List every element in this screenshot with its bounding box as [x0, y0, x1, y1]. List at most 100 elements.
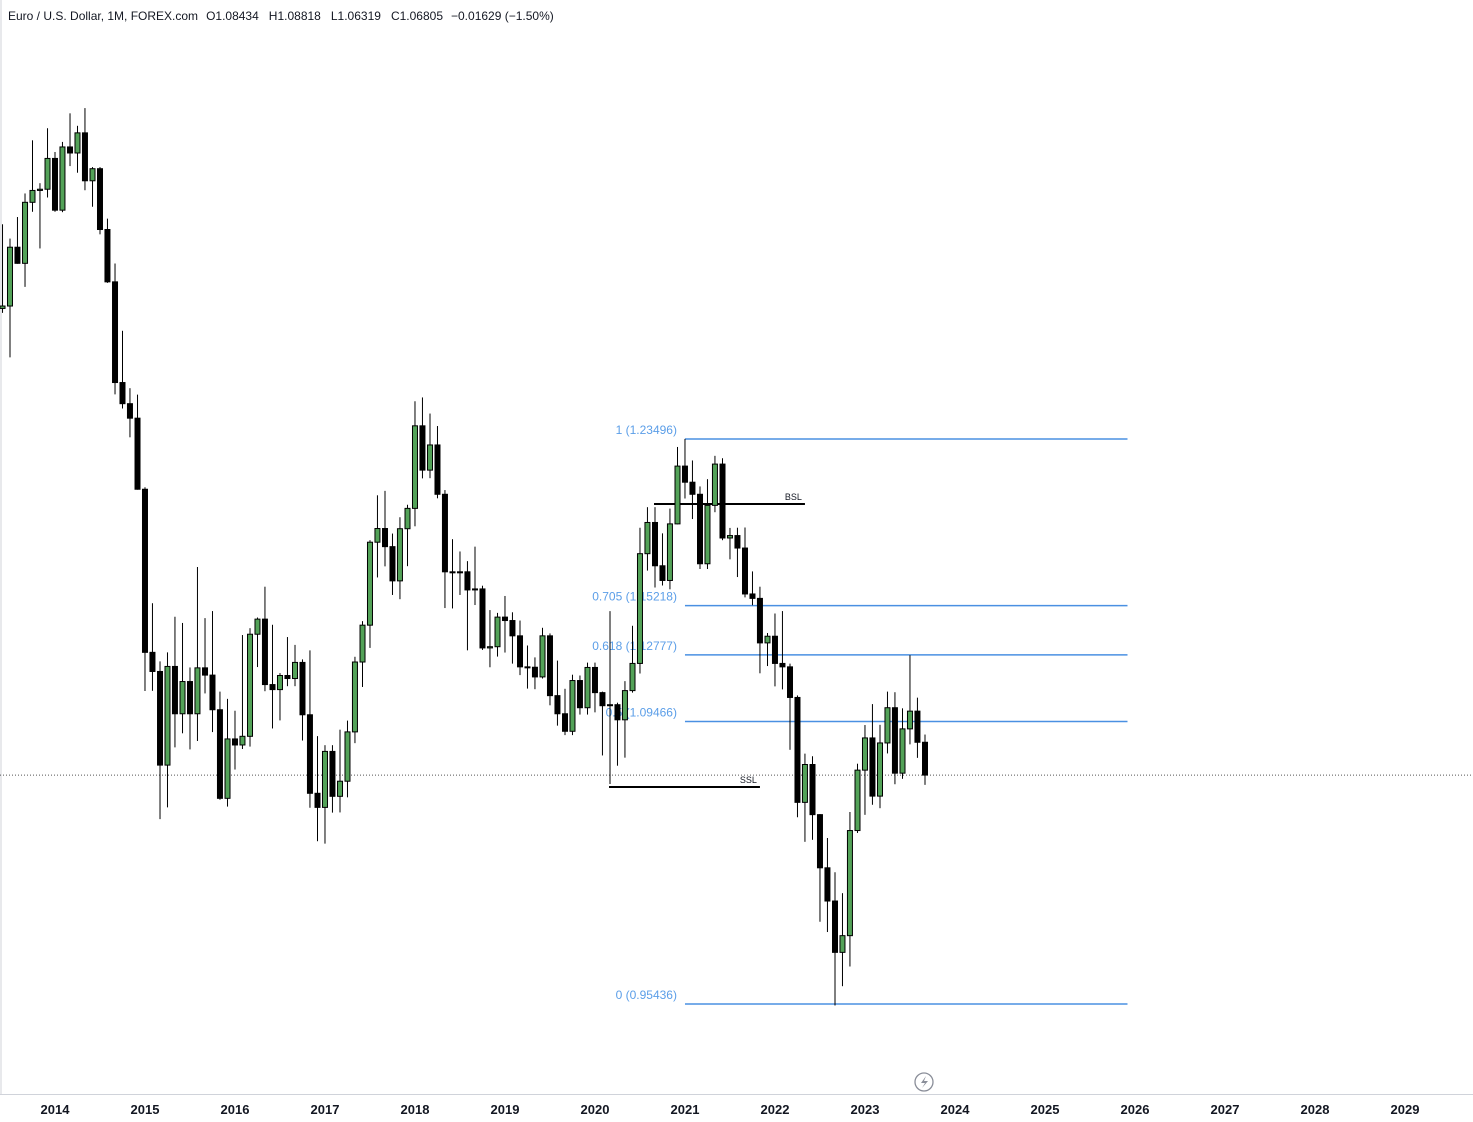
candle-body	[464, 571, 471, 591]
candle-body	[877, 742, 884, 797]
candle-body	[231, 738, 238, 746]
candle-body	[149, 651, 156, 672]
candle-body	[591, 666, 598, 694]
x-tick-label: 2025	[1031, 1102, 1060, 1117]
ohlc-label: L	[331, 9, 338, 23]
candle-body	[576, 680, 583, 709]
candle-body	[374, 528, 381, 543]
candle-body	[501, 616, 508, 622]
candle-body	[6, 246, 13, 307]
candle-body	[824, 867, 831, 902]
candle-body	[922, 741, 929, 776]
ohlc-label: O	[206, 9, 215, 23]
candle-body	[711, 463, 718, 506]
x-tick-label: 2023	[851, 1102, 880, 1117]
candle-body	[254, 618, 261, 635]
replay-icon[interactable]	[914, 1072, 934, 1092]
candle-body	[299, 661, 306, 716]
candle-body	[914, 710, 921, 743]
header: Euro / U.S. Dollar, 1M, FOREX.com O1.0843…	[8, 9, 554, 23]
candle-body	[509, 620, 516, 637]
candle-body	[697, 493, 704, 565]
candle-body	[524, 666, 531, 669]
candle-body	[104, 229, 111, 283]
ohlc-value: 1.06319	[338, 9, 382, 23]
candle-body	[584, 666, 591, 709]
candle-body	[382, 528, 389, 548]
candle-body	[351, 661, 358, 733]
candle-body	[209, 674, 216, 711]
x-tick-label: 2017	[311, 1102, 340, 1117]
candle-body	[779, 662, 786, 668]
candle-body	[269, 684, 276, 691]
candle-body	[224, 738, 231, 799]
candle-body	[801, 764, 808, 803]
candle-body	[292, 661, 299, 680]
x-tick-label: 2029	[1391, 1102, 1420, 1117]
x-tick-label: 2028	[1301, 1102, 1330, 1117]
x-tick-label: 2020	[581, 1102, 610, 1117]
liquidity-label: SSL	[740, 775, 757, 785]
candle-body	[36, 188, 43, 191]
candle-body	[787, 666, 794, 698]
candle-body	[456, 571, 463, 574]
x-tick-label: 2014	[41, 1102, 71, 1117]
fib-level-label: 0 (0.95436)	[616, 988, 677, 1002]
candle-body	[44, 157, 51, 190]
candle-body	[614, 704, 621, 721]
candle-body	[427, 444, 434, 471]
candle-body	[216, 709, 223, 799]
x-tick-label: 2021	[671, 1102, 700, 1117]
candle-body	[389, 546, 396, 582]
candle-body	[89, 168, 96, 182]
candle-body	[479, 588, 486, 649]
ohlc-label: H	[269, 9, 278, 23]
candle-body	[202, 667, 209, 676]
candle-body	[472, 588, 479, 591]
candle-body	[494, 616, 501, 648]
candle-body	[0, 305, 6, 309]
candle-body	[194, 667, 201, 715]
candle-body	[67, 146, 74, 154]
candle-body	[276, 675, 283, 691]
x-tick-label: 2018	[401, 1102, 430, 1117]
candle-body	[839, 935, 846, 953]
candle-body	[337, 780, 344, 797]
candle-body	[771, 635, 778, 664]
ohlc-value: 1.08434	[215, 9, 259, 23]
candle-body	[607, 704, 614, 707]
candle-body	[284, 675, 291, 680]
candle-body	[554, 695, 561, 715]
candle-body	[644, 521, 651, 555]
candle-body	[314, 792, 321, 808]
candle-body	[569, 680, 576, 732]
candle-body	[734, 535, 741, 549]
x-tick-label: 2022	[761, 1102, 790, 1117]
candle-body	[652, 521, 659, 567]
symbol-title: Euro / U.S. Dollar, 1M, FOREX.com	[8, 9, 198, 23]
candle-body	[861, 737, 868, 771]
candle-body	[539, 635, 546, 678]
candle-body	[517, 635, 524, 668]
x-tick-label: 2019	[491, 1102, 520, 1117]
replay-icon-bolt[interactable]	[921, 1076, 928, 1088]
fib-level-label: 0.618 (1.12777)	[592, 639, 677, 653]
fib-level-label: 1 (1.23496)	[616, 423, 677, 437]
candle-body	[126, 403, 133, 419]
candle-body	[666, 523, 673, 581]
candle-body	[681, 465, 688, 483]
x-tick-label: 2024	[941, 1102, 971, 1117]
x-tick-label: 2015	[131, 1102, 160, 1117]
candle-body	[621, 690, 628, 721]
candle-body	[704, 504, 711, 565]
candle-body	[629, 662, 636, 692]
candle-body	[74, 132, 81, 154]
candle-body	[396, 528, 403, 582]
ohlc-value: 1.06805	[400, 9, 444, 23]
candle-body	[419, 425, 426, 471]
candle-body	[546, 635, 553, 697]
candle-body	[112, 281, 119, 384]
candle-body	[449, 571, 456, 574]
